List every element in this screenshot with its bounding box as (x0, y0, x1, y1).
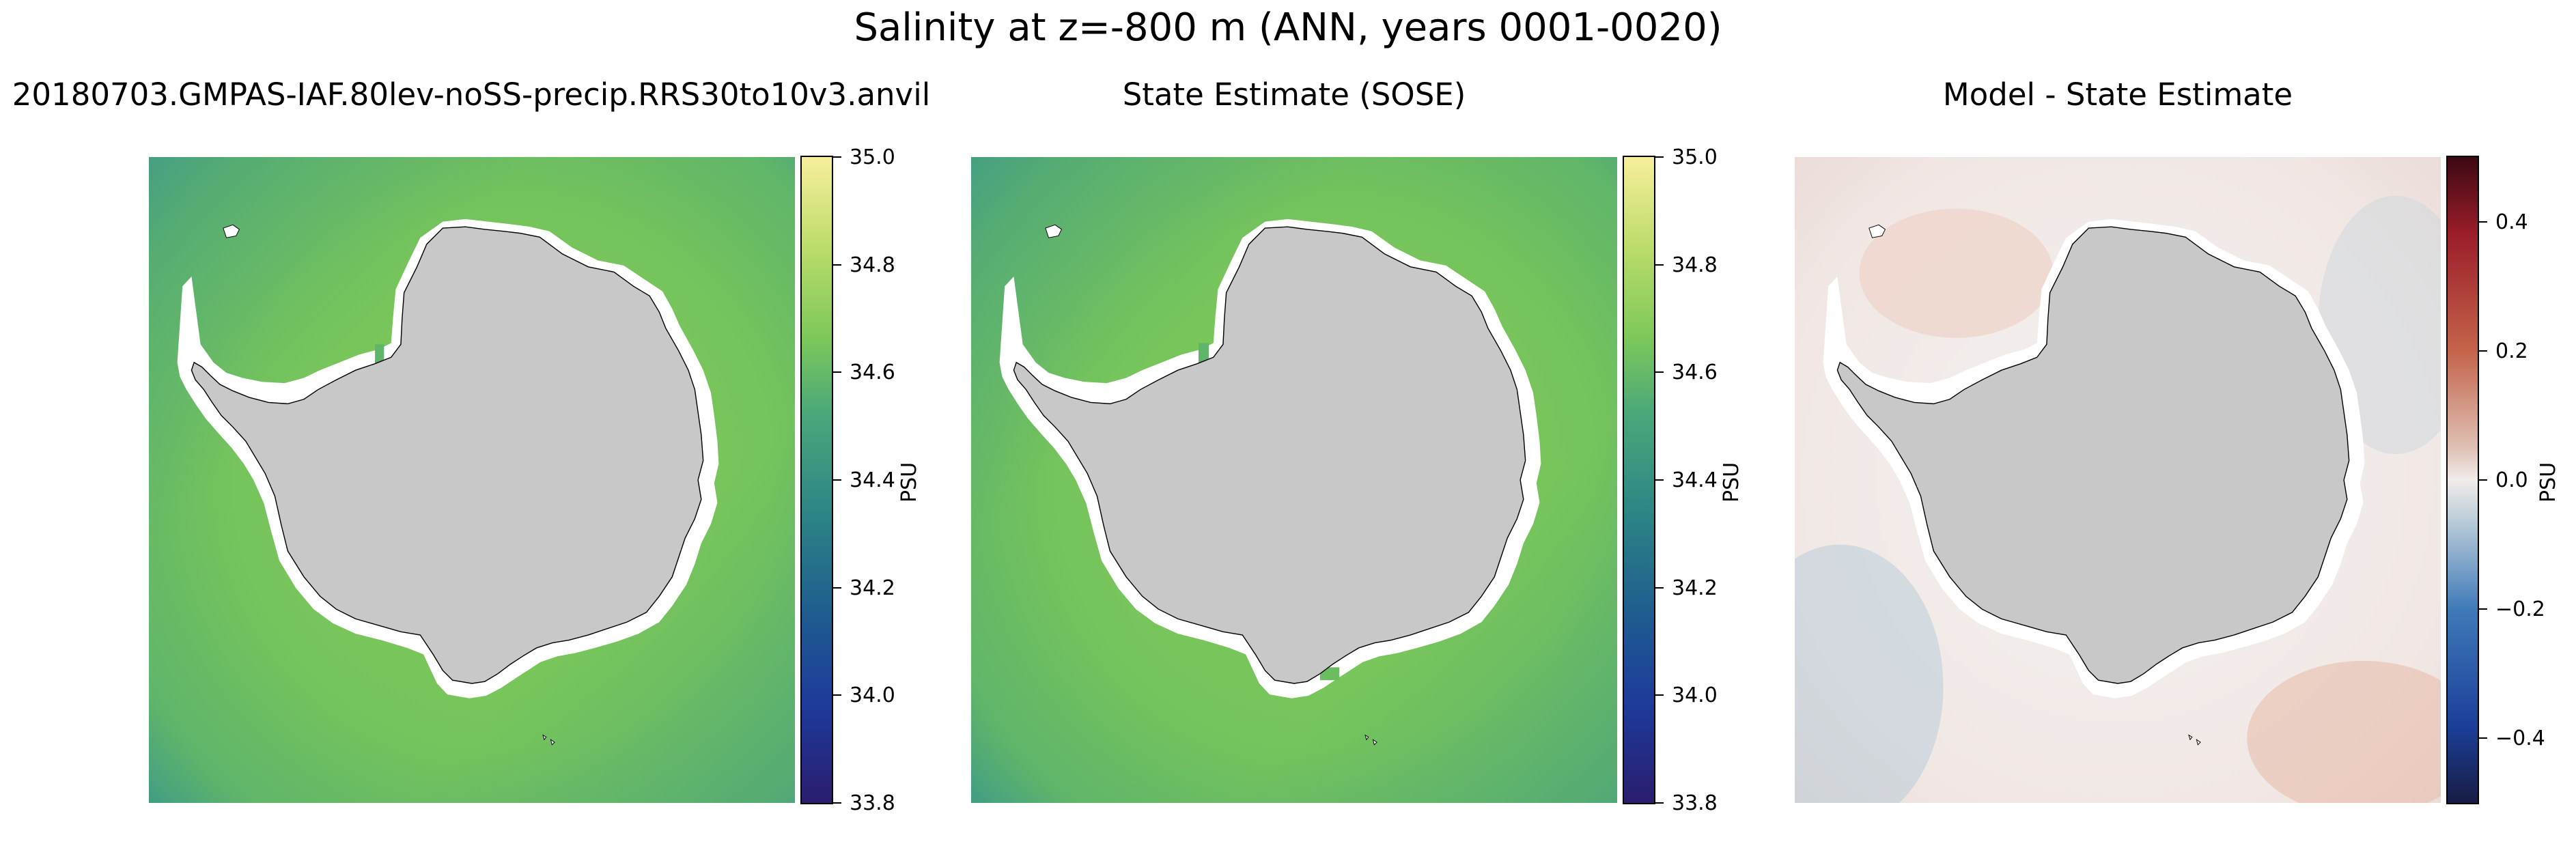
colorbar-tick-label: 34.8 (850, 253, 895, 277)
colorbar-tick-label: 34.4 (850, 468, 895, 492)
panel-3-colorbar (2446, 156, 2479, 804)
panel-3-title: Model - State Estimate (1942, 76, 2293, 113)
colorbar-tick-label: 34.2 (1672, 576, 1718, 600)
panel-1-colorbar-ticks: 35.0 34.8 34.6 34.4 34.2 34.0 33.8 (833, 145, 936, 815)
colorbar-tick-label: 0.2 (2495, 339, 2528, 363)
panel-2-colorbar-ticks: 35.0 34.8 34.6 34.4 34.2 34.0 33.8 (1655, 145, 1758, 815)
colorbar-tick-mark (1655, 371, 1664, 373)
colorbar-tick-label: −0.2 (2495, 597, 2545, 621)
colorbar-tick-mark (833, 694, 841, 696)
colorbar-tick-label: −0.4 (2495, 726, 2545, 750)
colorbar-tick-mark (1655, 264, 1664, 266)
colorbar-tick-label: 34.8 (1672, 253, 1718, 277)
panel-1-map (149, 157, 795, 803)
panel-3-colorbar-ticks: 0.4 0.2 0.0 −0.2 −0.4 (2479, 157, 2568, 803)
colorbar-tick-mark (1655, 156, 1664, 158)
panel-3-map (1795, 157, 2441, 803)
panel-2-title: State Estimate (SOSE) (1122, 76, 1466, 113)
colorbar-tick-mark (833, 802, 841, 804)
panel-2-colorbar-label: PSU (1720, 462, 1744, 503)
panel-1-colorbar-label: PSU (897, 462, 921, 503)
colorbar-tick-mark (2479, 221, 2487, 223)
colorbar-tick-mark (833, 371, 841, 373)
panel-2-map (971, 157, 1617, 803)
colorbar-tick-mark (1655, 586, 1664, 589)
colorbar-tick-label: 0.4 (2495, 210, 2528, 234)
panel-1-colorbar (800, 156, 833, 804)
colorbar-tick-label: 35.0 (850, 145, 895, 169)
panel-2-colorbar (1623, 156, 1655, 804)
figure-title: Salinity at z=-800 m (ANN, years 0001-00… (854, 5, 1722, 50)
colorbar-tick-label: 34.6 (1672, 361, 1718, 385)
colorbar-tick-label: 34.4 (1672, 468, 1718, 492)
colorbar-tick-label: 34.0 (1672, 683, 1718, 708)
colorbar-tick-mark (2479, 608, 2487, 610)
colorbar-tick-label: 33.8 (1672, 791, 1718, 815)
colorbar-tick-mark (2479, 737, 2487, 739)
colorbar-tick-label: 33.8 (850, 791, 895, 815)
colorbar-tick-mark (833, 156, 841, 158)
colorbar-tick-mark (1655, 694, 1664, 696)
colorbar-tick-mark (1655, 479, 1664, 481)
colorbar-tick-label: 34.2 (850, 576, 895, 600)
colorbar-tick-label: 35.0 (1672, 145, 1718, 169)
colorbar-tick-mark (2479, 350, 2487, 352)
colorbar-tick-mark (833, 586, 841, 589)
colorbar-tick-label: 34.0 (850, 683, 895, 708)
colorbar-tick-mark (833, 479, 841, 481)
panel-3-colorbar-label: PSU (2536, 462, 2560, 503)
panel-1-title: 20180703.GMPAS-IAF.80lev-noSS-precip.RRS… (12, 76, 931, 113)
colorbar-tick-mark (833, 264, 841, 266)
colorbar-tick-mark (1655, 802, 1664, 804)
colorbar-tick-mark (2479, 479, 2487, 481)
colorbar-tick-label: 0.0 (2495, 468, 2528, 492)
colorbar-tick-label: 34.6 (850, 361, 895, 385)
